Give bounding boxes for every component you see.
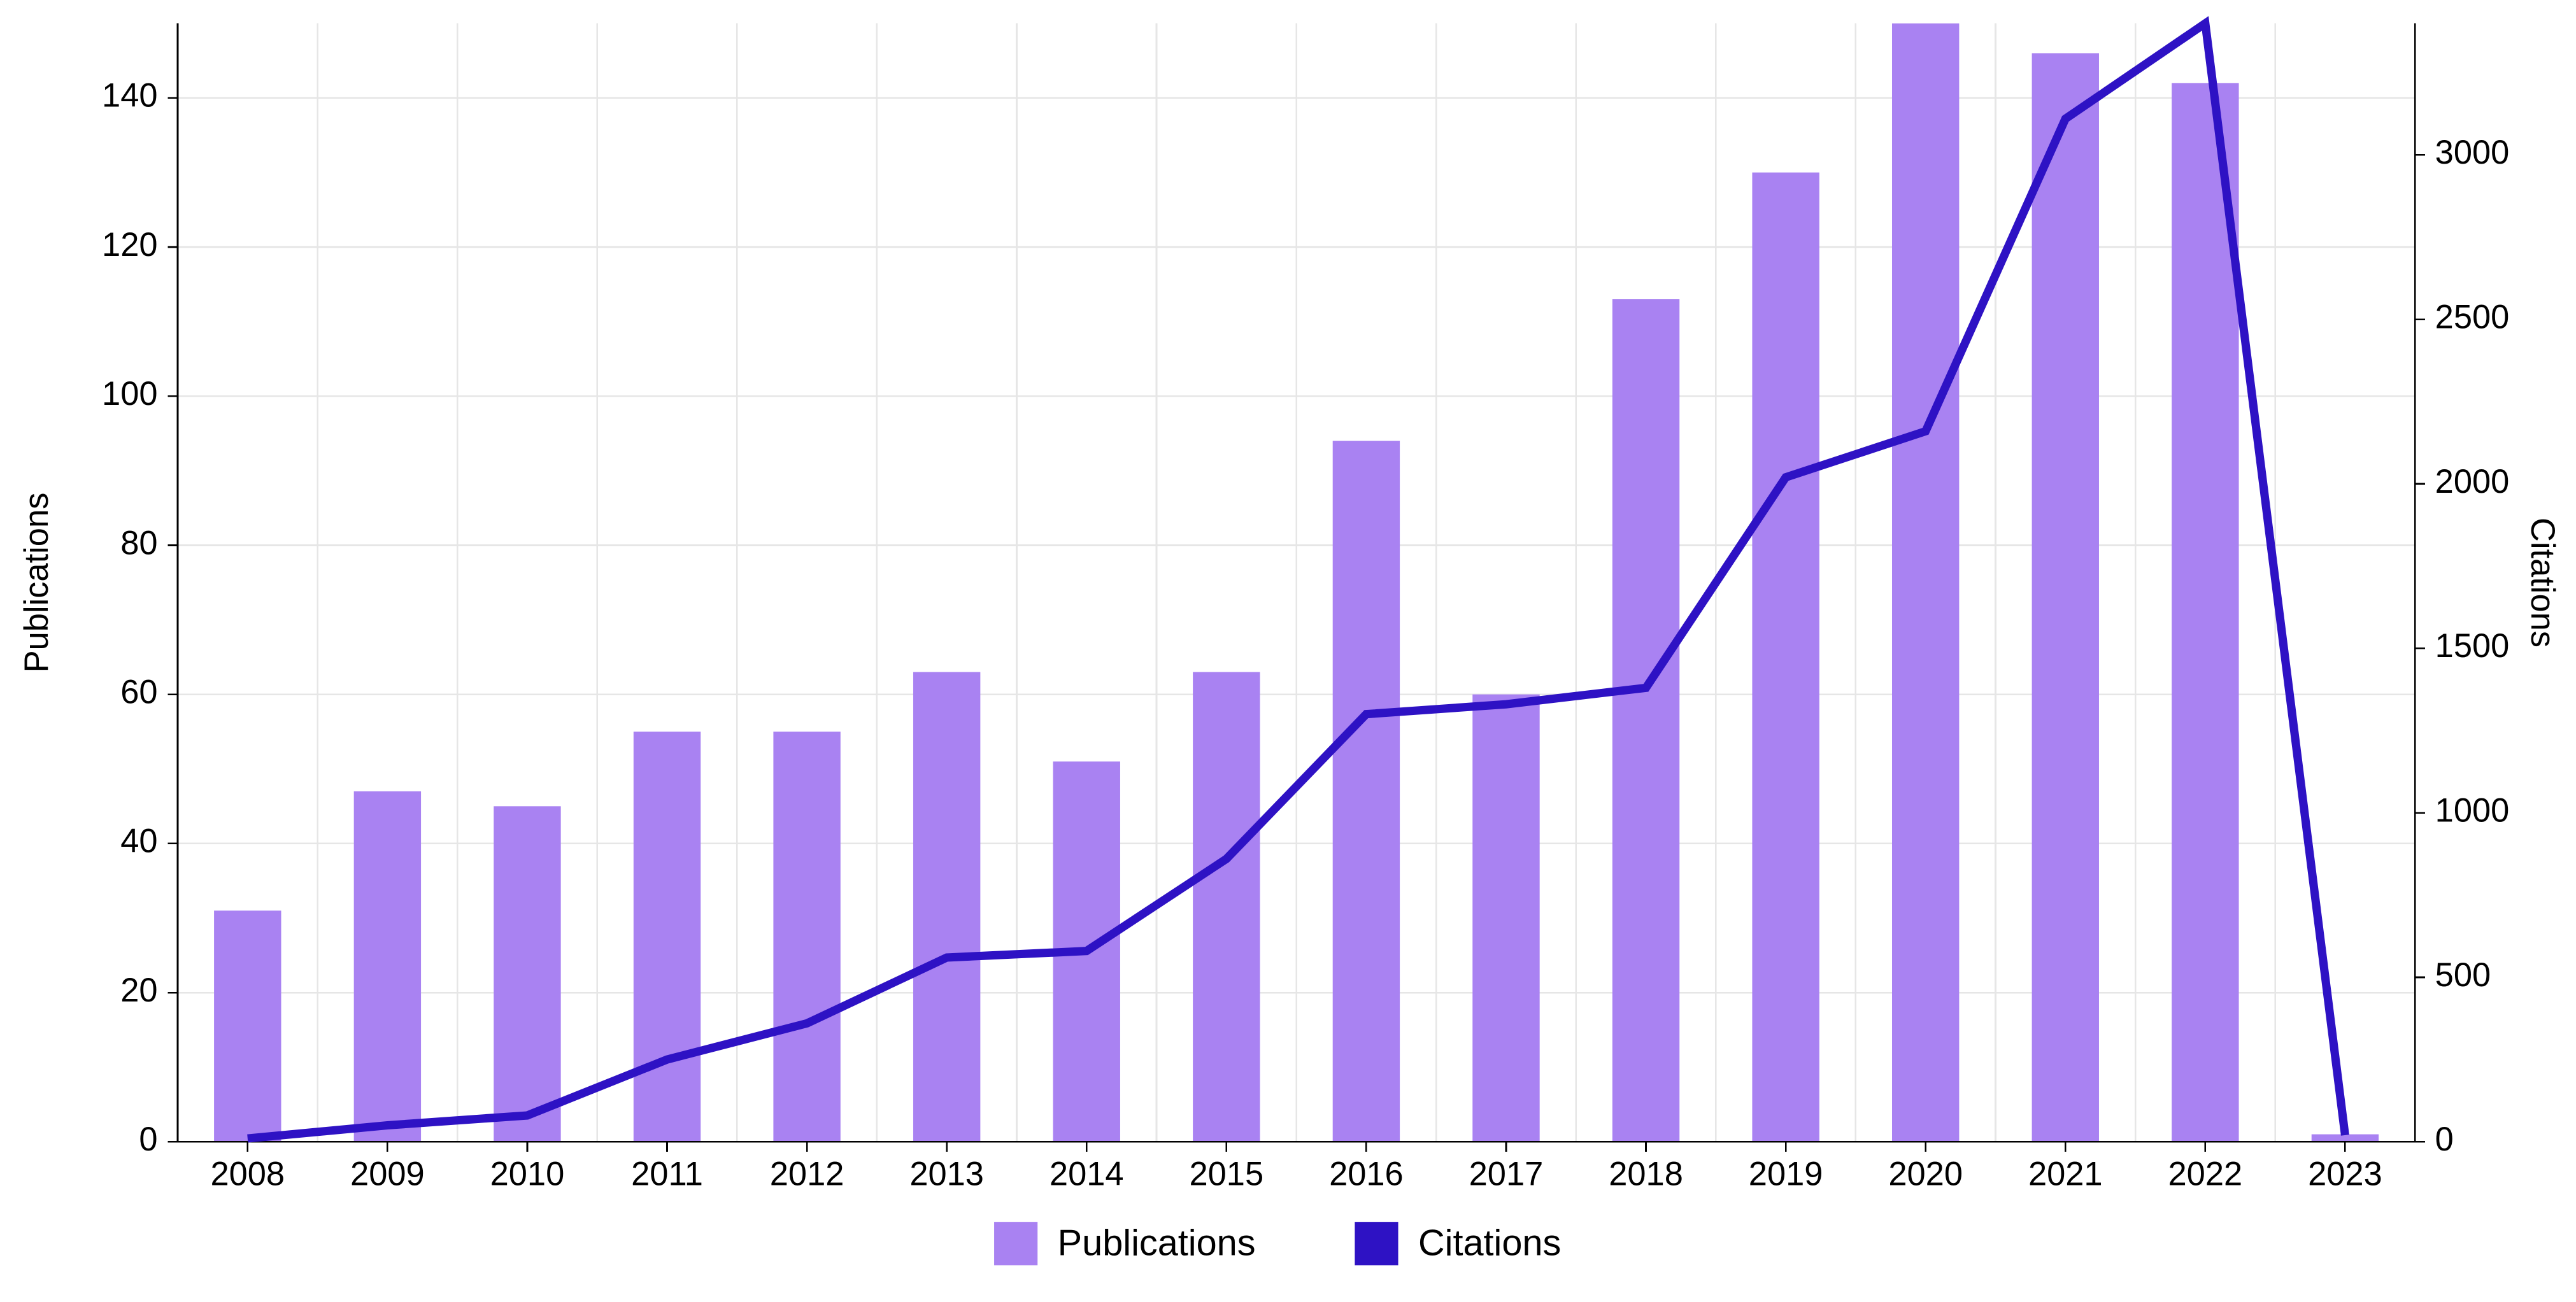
bar xyxy=(1472,695,1539,1142)
left-tick-label: 100 xyxy=(102,376,157,413)
bar xyxy=(2312,1135,2379,1142)
legend-swatch-publications xyxy=(994,1222,1037,1265)
bar xyxy=(1752,173,1819,1142)
right-tick-label: 3000 xyxy=(2435,134,2510,171)
publications-citations-chart: 0 20 40 60 80 100 120 140 Publications 0 500 1000 15… xyxy=(0,0,2576,1302)
x-tick-label: 2018 xyxy=(1609,1156,1683,1192)
x-tick-label: 2013 xyxy=(909,1156,984,1192)
right-tick-label: 1500 xyxy=(2435,628,2510,665)
right-axis-title: Citations xyxy=(2524,518,2561,647)
bar xyxy=(913,672,980,1142)
chart-svg: 0 20 40 60 80 100 120 140 Publications 0 500 1000 15… xyxy=(0,0,2576,1302)
legend-swatch-citations xyxy=(1355,1222,1398,1265)
bar xyxy=(354,791,421,1142)
x-tick-label: 2016 xyxy=(1329,1156,1404,1192)
left-tick-label: 120 xyxy=(102,227,157,264)
legend-label-citations: Citations xyxy=(1418,1223,1561,1264)
x-tick-label: 2021 xyxy=(2028,1156,2103,1192)
bar xyxy=(214,910,281,1142)
x-tick-label: 2009 xyxy=(350,1156,425,1192)
right-tick-label: 2000 xyxy=(2435,463,2510,500)
bar xyxy=(494,806,560,1142)
legend-label-publications: Publications xyxy=(1058,1223,1256,1264)
left-tick-label: 80 xyxy=(120,525,157,562)
bar xyxy=(1333,441,1400,1142)
bar xyxy=(634,732,701,1142)
x-tick-label: 2022 xyxy=(2168,1156,2243,1192)
x-tick-label: 2010 xyxy=(490,1156,565,1192)
right-tick-label: 500 xyxy=(2435,957,2491,994)
left-tick-label: 140 xyxy=(102,78,157,115)
x-tick-label: 2017 xyxy=(1469,1156,1544,1192)
x-tick-label: 2012 xyxy=(770,1156,844,1192)
x-tick-label: 2023 xyxy=(2308,1156,2382,1192)
bar xyxy=(1193,672,1260,1142)
x-tick-label: 2011 xyxy=(631,1156,703,1192)
left-tick-label: 0 xyxy=(139,1121,157,1158)
bar xyxy=(1612,299,1679,1142)
x-tick-label: 2019 xyxy=(1749,1156,1823,1192)
left-axis-title: Publications xyxy=(18,493,55,673)
bar xyxy=(1892,24,1959,1142)
right-tick-label: 1000 xyxy=(2435,793,2510,830)
x-tick-label: 2008 xyxy=(210,1156,285,1192)
right-tick-label: 2500 xyxy=(2435,299,2510,336)
x-tick-label: 2020 xyxy=(1888,1156,1963,1192)
bar xyxy=(2032,53,2099,1142)
bar xyxy=(773,732,840,1142)
right-tick-label: 0 xyxy=(2435,1121,2454,1158)
left-tick-label: 60 xyxy=(120,674,157,711)
left-tick-label: 20 xyxy=(120,972,157,1009)
left-tick-label: 40 xyxy=(120,823,157,860)
x-tick-label: 2014 xyxy=(1050,1156,1124,1192)
x-tick-label: 2015 xyxy=(1190,1156,1264,1192)
